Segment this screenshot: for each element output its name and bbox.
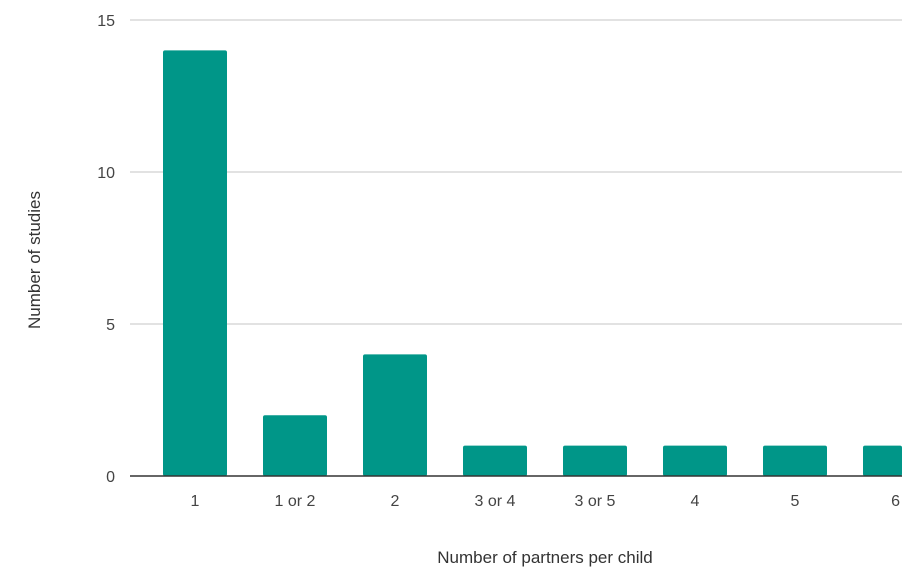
x-tick-label: 3 or 4 (475, 493, 516, 510)
bar (563, 445, 627, 476)
x-tick-labels: 1 1 or 2 2 3 or 4 3 or 5 4 5 6 (191, 493, 901, 510)
x-tick-label: 2 (391, 493, 400, 510)
y-axis-title: Number of studies (25, 191, 44, 329)
bar (663, 445, 727, 476)
bar (863, 445, 902, 476)
x-axis-title: Number of partners per child (437, 548, 652, 567)
x-tick-label: 4 (691, 493, 700, 510)
gridlines (130, 19, 902, 325)
x-tick-label: 3 or 5 (575, 493, 616, 510)
x-tick-label: 1 or 2 (275, 493, 316, 510)
y-tick-label: 0 (106, 469, 115, 486)
bars (163, 50, 902, 477)
x-tick-label: 5 (791, 493, 800, 510)
bar (163, 50, 227, 477)
y-tick-label: 10 (97, 165, 115, 182)
bar (763, 445, 827, 476)
x-tick-label: 6 (891, 493, 900, 510)
y-tick-label: 5 (106, 317, 115, 334)
y-tick-labels: 0 5 10 15 (97, 13, 115, 486)
x-tick-label: 1 (191, 493, 200, 510)
y-tick-label: 15 (97, 13, 115, 30)
bar (263, 415, 327, 476)
bar (363, 354, 427, 476)
bar (463, 445, 527, 476)
